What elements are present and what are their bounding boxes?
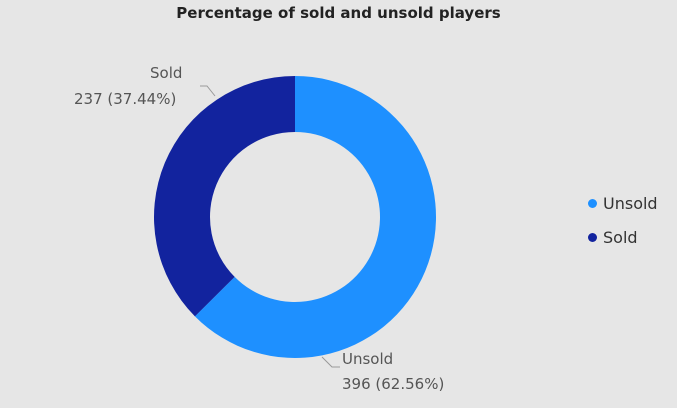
legend-item-unsold[interactable]: Unsold [588,192,658,214]
slice-sold[interactable] [154,76,295,317]
legend-label-unsold: Unsold [603,193,658,213]
legend-marker-unsold [588,198,597,208]
slice-unsold[interactable] [194,76,436,358]
slice-label-unsold-value: 396 (62.56%) [342,375,445,393]
slice-label-unsold-name: Unsold [342,350,394,368]
legend: Unsold Sold [588,192,658,260]
legend-label-sold: Sold [603,227,638,247]
legend-marker-sold [588,232,597,242]
leader-line-sold [200,85,216,97]
chart-title: Percentage of sold and unsold players [176,4,501,22]
slice-label-sold-name: Sold [150,64,183,82]
legend-item-sold[interactable]: Sold [588,226,658,248]
slice-label-sold-value: 237 (37.44%) [74,90,177,108]
leader-line-unsold [321,356,340,368]
